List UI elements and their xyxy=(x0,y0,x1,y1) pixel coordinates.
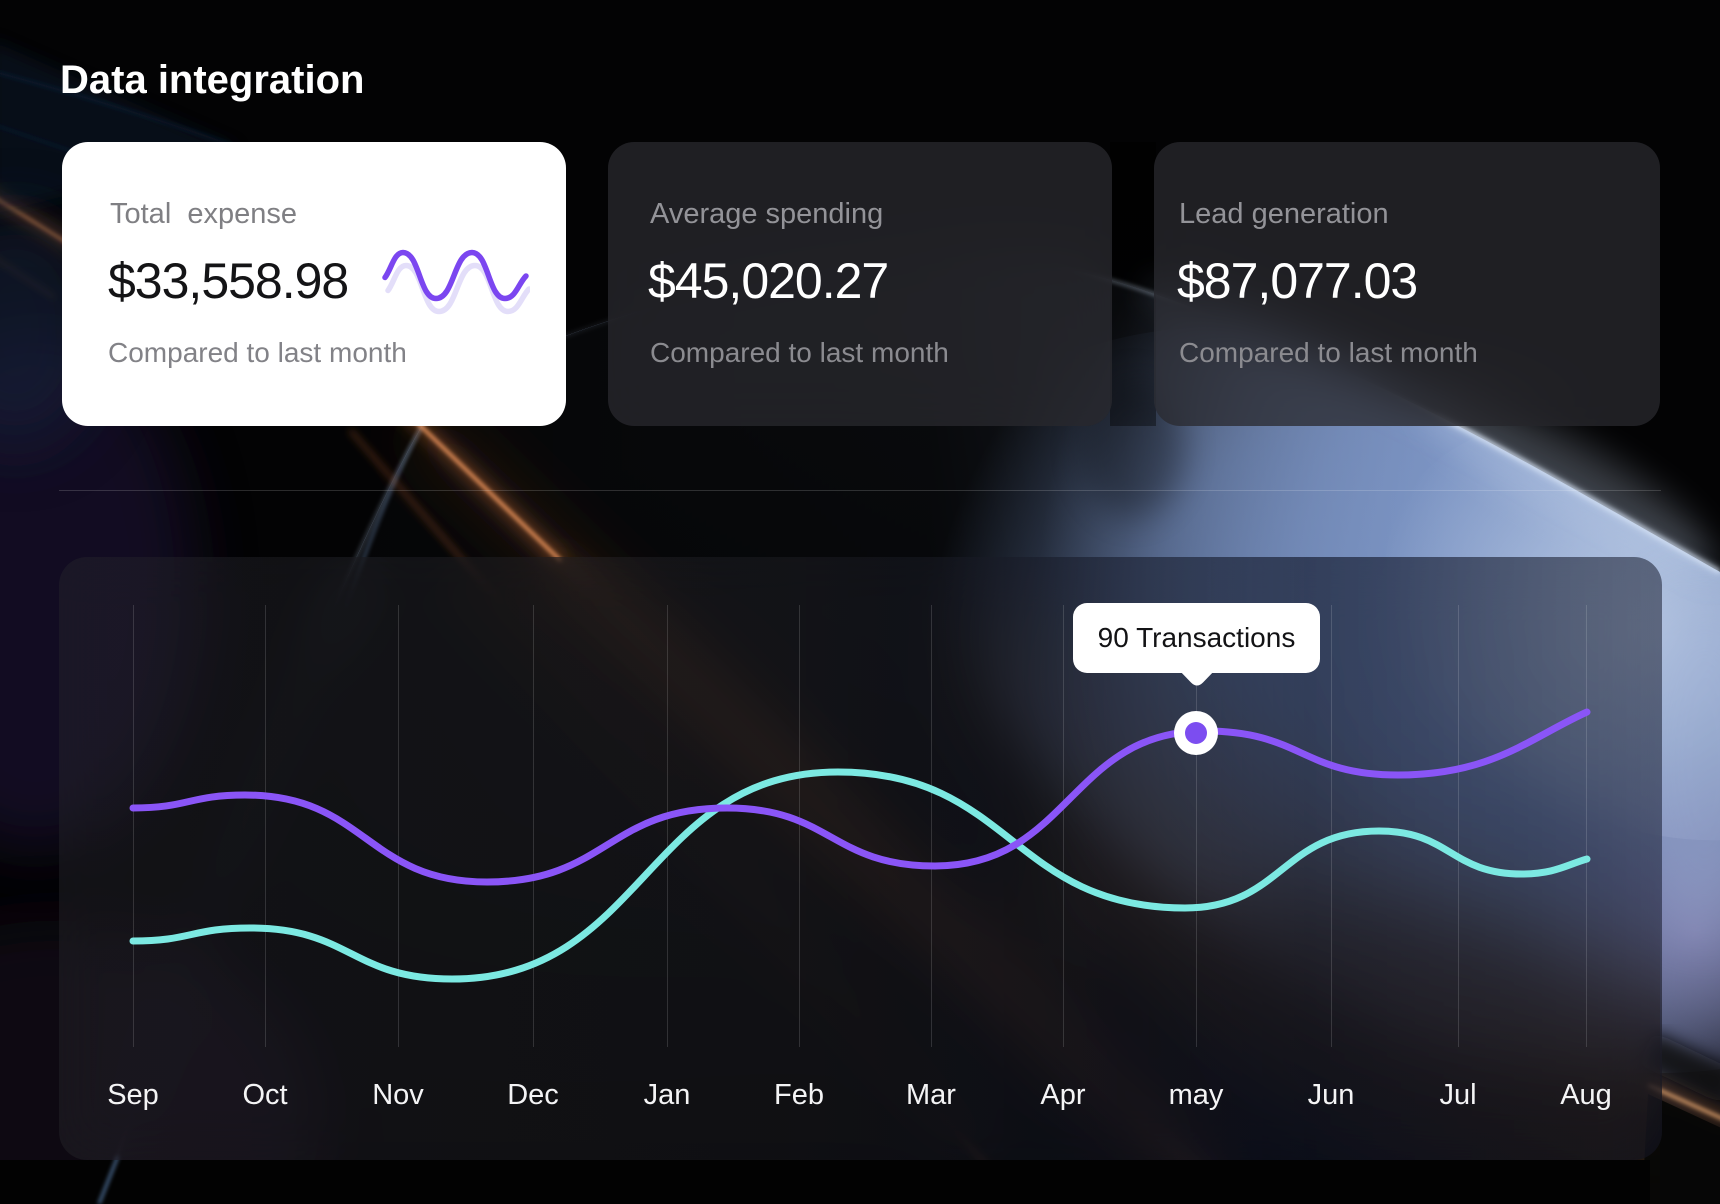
svg-text:Jan: Jan xyxy=(644,1079,691,1111)
svg-text:Feb: Feb xyxy=(774,1079,824,1111)
svg-text:Sep: Sep xyxy=(107,1079,159,1111)
svg-text:Jun: Jun xyxy=(1308,1079,1355,1111)
svg-text:Oct: Oct xyxy=(242,1079,287,1111)
svg-text:Mar: Mar xyxy=(906,1079,956,1111)
svg-text:Apr: Apr xyxy=(1040,1079,1085,1111)
svg-text:Dec: Dec xyxy=(507,1079,559,1111)
svg-text:Aug: Aug xyxy=(1560,1079,1612,1111)
svg-text:Jul: Jul xyxy=(1439,1079,1476,1111)
svg-text:may: may xyxy=(1169,1079,1224,1111)
svg-text:Nov: Nov xyxy=(372,1079,424,1111)
